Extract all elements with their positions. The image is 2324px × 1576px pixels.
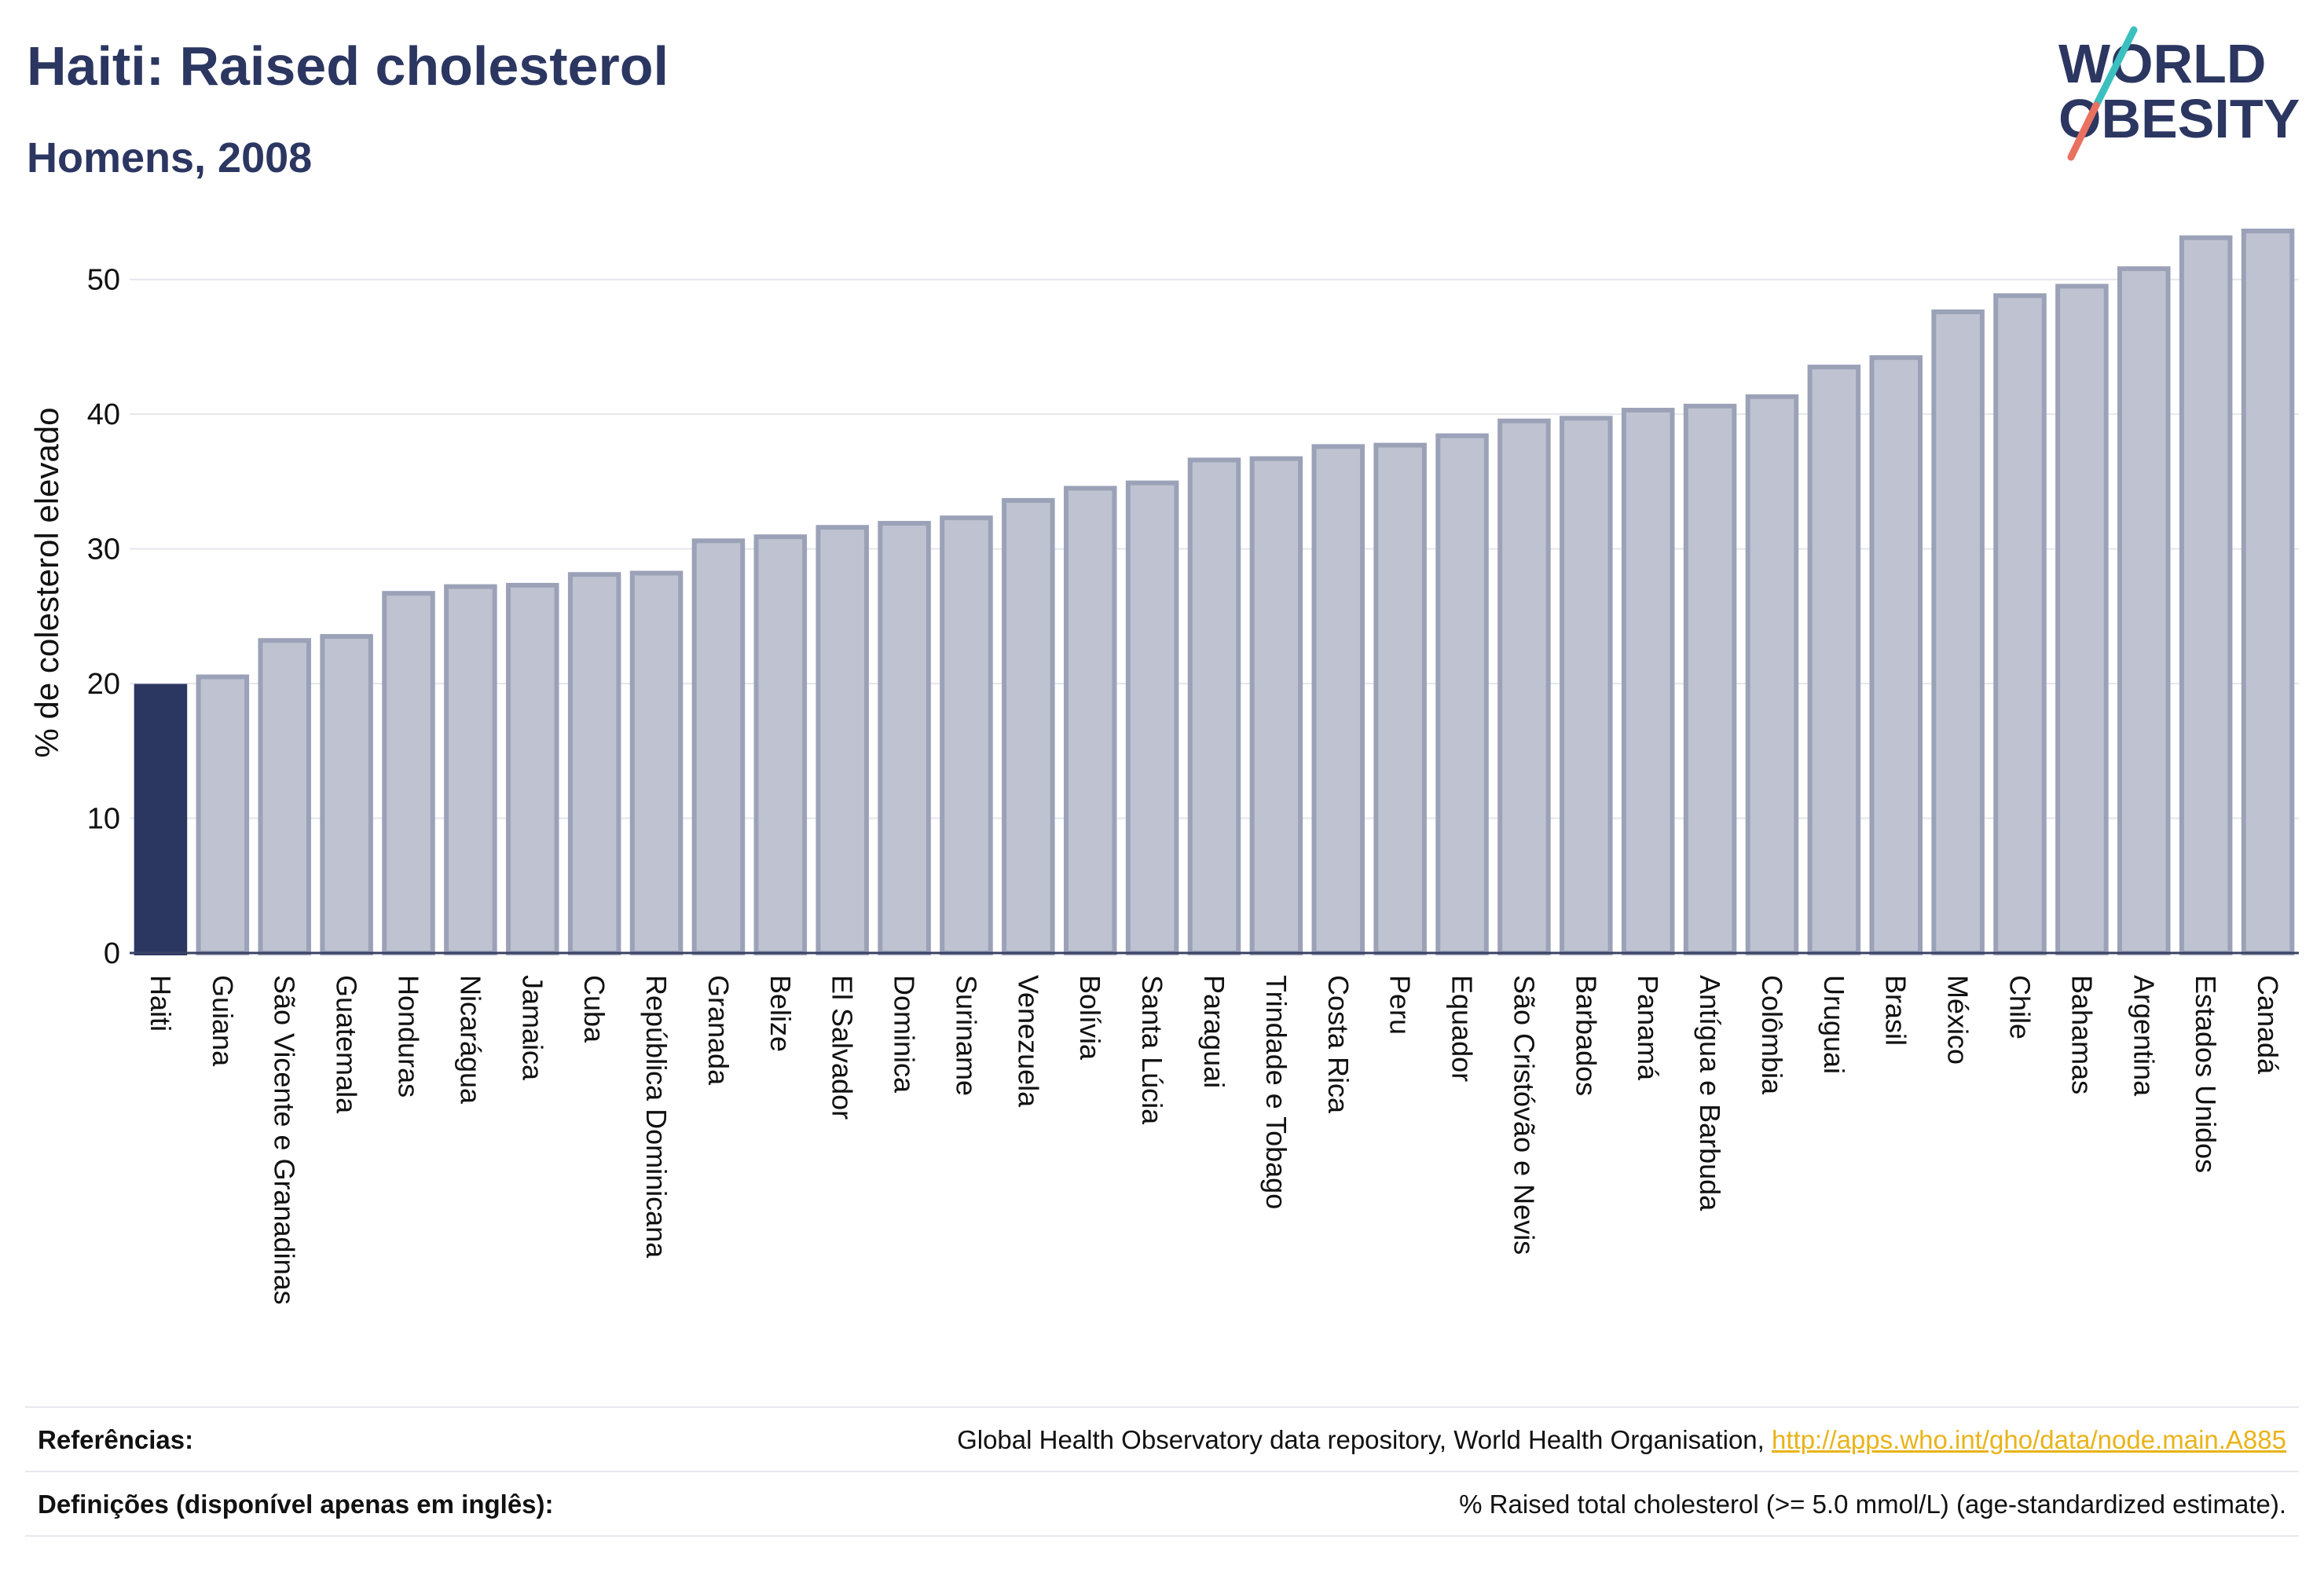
bar bbox=[940, 515, 993, 955]
bar bbox=[691, 538, 746, 955]
category-label: Barbados bbox=[1570, 975, 1602, 1096]
category-label: Trindade e Tobago bbox=[1260, 975, 1292, 1209]
bar bbox=[1931, 309, 1985, 956]
bar bbox=[1869, 355, 1923, 955]
y-tick-label: 40 bbox=[87, 398, 120, 431]
references-link[interactable]: http://apps.who.int/gho/data/node.main.A… bbox=[1772, 1425, 2286, 1454]
bar bbox=[1373, 442, 1427, 955]
category-label: Estados Unidos bbox=[2190, 975, 2222, 1173]
bar bbox=[1745, 394, 1799, 956]
category-label: Colômbia bbox=[1756, 975, 1788, 1095]
bar-chart: 0 10 20 30 40 50 Haiti Guiana São Vicente e Gra… bbox=[28, 229, 2299, 1305]
footer-bottom-rule bbox=[25, 1535, 2299, 1537]
bar bbox=[1435, 433, 1489, 955]
references-text: Global Health Observatory data repositor… bbox=[957, 1425, 1772, 1454]
category-label: Costa Rica bbox=[1322, 975, 1354, 1114]
bars bbox=[134, 229, 2295, 956]
bar bbox=[134, 684, 188, 956]
bar bbox=[1187, 457, 1241, 955]
bar bbox=[2241, 229, 2295, 955]
y-tick-label: 50 bbox=[87, 264, 120, 297]
y-axis-title: % de colesterol elevado bbox=[28, 408, 65, 758]
category-label: Honduras bbox=[392, 975, 424, 1098]
category-label: El Salvador bbox=[827, 975, 859, 1120]
bar bbox=[1311, 444, 1365, 955]
category-label: São Vicente e Granadinas bbox=[269, 975, 301, 1305]
category-label: Panamá bbox=[1632, 975, 1664, 1081]
references-value: Global Health Observatory data repositor… bbox=[957, 1425, 2299, 1455]
footer-references-row: Referências: Global Health Observatory d… bbox=[25, 1406, 2299, 1472]
category-label: Nicarágua bbox=[454, 975, 486, 1105]
bar bbox=[1993, 293, 2047, 955]
bar bbox=[1002, 497, 1055, 955]
y-tick-label: 0 bbox=[104, 937, 120, 970]
y-tick-label: 10 bbox=[87, 803, 120, 836]
category-label: República Dominicana bbox=[640, 975, 673, 1259]
category-label: Guatemala bbox=[331, 975, 363, 1114]
category-label: Guiana bbox=[207, 975, 239, 1067]
bar bbox=[382, 591, 435, 955]
category-label: Venezuela bbox=[1012, 975, 1044, 1108]
bar bbox=[2117, 266, 2171, 955]
y-tick-labels: 0 10 20 30 40 50 bbox=[87, 264, 120, 970]
category-label: Santa Lúcia bbox=[1136, 975, 1168, 1125]
bar bbox=[1621, 408, 1675, 955]
category-label: Dominica bbox=[889, 975, 921, 1094]
category-label: Canadá bbox=[2252, 975, 2284, 1075]
category-label: Uruguai bbox=[1818, 975, 1850, 1074]
category-label: Suriname bbox=[950, 975, 982, 1096]
bar bbox=[196, 674, 250, 955]
world-obesity-logo: WORLD OBESITY bbox=[2058, 26, 2300, 161]
footer-definitions-row: Definições (disponível apenas em inglês)… bbox=[25, 1471, 2299, 1537]
bar bbox=[1125, 480, 1179, 955]
logo-word-1: WORLD bbox=[2058, 33, 2266, 94]
bar bbox=[2055, 284, 2109, 955]
bar bbox=[1063, 486, 1117, 955]
category-label: Jamaica bbox=[516, 975, 548, 1081]
bar bbox=[629, 570, 684, 955]
category-label: Equador bbox=[1446, 975, 1479, 1082]
category-label: México bbox=[1942, 975, 1974, 1065]
bar bbox=[258, 638, 311, 955]
bar bbox=[320, 634, 373, 956]
logo-slash-teal bbox=[2092, 26, 2138, 109]
category-label: Paraguai bbox=[1198, 975, 1230, 1088]
bar bbox=[1249, 456, 1303, 955]
category-label: Granada bbox=[702, 975, 735, 1086]
category-labels: Haiti Guiana São Vicente e Granadinas Guate… bbox=[145, 975, 2284, 1305]
references-label: Referências: bbox=[38, 1425, 194, 1454]
bar bbox=[505, 582, 559, 955]
chart-title: Haiti: Raised cholesterol bbox=[27, 35, 669, 97]
bar bbox=[1560, 416, 1613, 955]
category-label: Peru bbox=[1384, 975, 1417, 1035]
bar bbox=[1497, 418, 1551, 955]
definitions-label: Definições (disponível apenas em inglês)… bbox=[38, 1490, 554, 1519]
category-label: Bahamas bbox=[2066, 975, 2098, 1094]
category-label: Argentina bbox=[2128, 975, 2160, 1097]
y-tick-label: 20 bbox=[87, 668, 120, 701]
category-label: Chile bbox=[2004, 975, 2036, 1039]
bar bbox=[2179, 235, 2233, 955]
chart-subtitle: Homens, 2008 bbox=[27, 134, 313, 181]
category-label: Belize bbox=[764, 975, 797, 1052]
category-label: Antígua e Barbuda bbox=[1694, 975, 1726, 1211]
category-label: São Cristóvão e Nevis bbox=[1508, 975, 1540, 1255]
bar bbox=[567, 572, 621, 955]
category-label: Haiti bbox=[145, 975, 177, 1032]
bar bbox=[878, 521, 931, 955]
logo-slash-coral bbox=[2067, 101, 2100, 161]
bar bbox=[753, 534, 808, 955]
category-label: Brasil bbox=[1880, 975, 1912, 1046]
bar bbox=[1807, 365, 1861, 955]
category-label: Bolívia bbox=[1074, 975, 1106, 1061]
bar bbox=[1683, 403, 1737, 955]
bar bbox=[816, 525, 869, 955]
definitions-text: % Raised total cholesterol (>= 5.0 mmol/… bbox=[1459, 1490, 2286, 1519]
y-tick-label: 30 bbox=[87, 533, 120, 566]
category-label: Cuba bbox=[578, 975, 610, 1043]
bar bbox=[444, 584, 497, 955]
